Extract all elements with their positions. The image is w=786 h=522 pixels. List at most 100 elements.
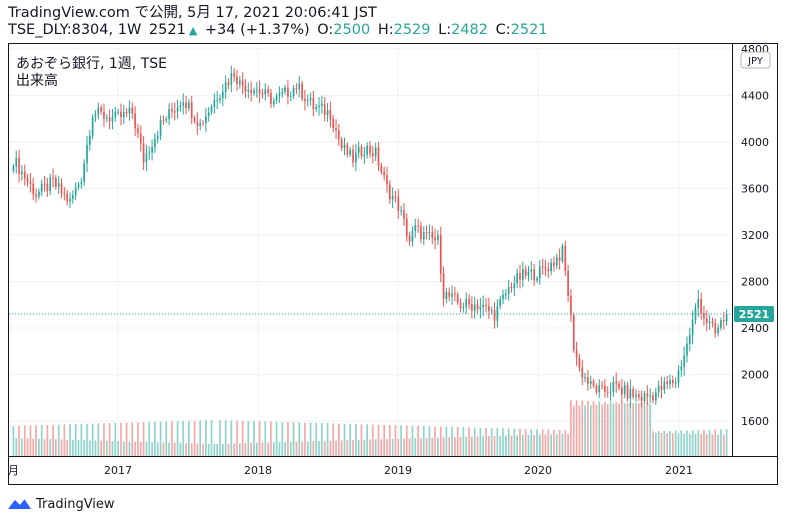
volume-bar [275,421,278,456]
volume-bar [615,402,618,456]
volume-bar [74,424,77,456]
volume-bar [383,424,385,456]
volume-bar [346,440,349,456]
volume-bar [357,439,360,456]
candle-body [397,197,400,211]
candle-body [66,193,69,202]
candle-body [69,198,71,202]
volume-bar [185,443,187,456]
volume-bar [635,402,637,456]
volume-bar [205,420,207,456]
volume-bar [575,400,578,456]
volume-bar [671,433,674,456]
candle-body [521,269,524,280]
candle-body [60,183,63,194]
open-value: 2500 [333,22,371,38]
volume-bar [530,429,533,456]
candle-body [270,92,272,105]
candle-body [230,73,233,85]
volume-bar [476,436,479,456]
volume-bar [196,443,199,456]
candle-body [431,232,434,238]
candle-body [94,114,97,118]
candle-body [400,210,402,212]
volume-bar [507,428,510,456]
candle-body [584,377,586,379]
candle-body [703,313,705,319]
candle-body [369,145,371,154]
volume-bar [57,424,60,456]
candle-body [697,299,700,308]
volume-bar [261,442,264,456]
candle-body [193,117,196,122]
volume-bar [442,437,445,456]
open-label: O: [317,22,334,38]
candle-body [168,109,170,120]
volume-bar [284,441,286,456]
volume-bar [332,423,335,456]
candle-body [125,111,128,114]
publish-line: TradingView.com で公開, 5月 17, 2021 20:06:4… [8,5,377,21]
last-price-tag: 2521 [734,305,774,322]
volume-bar [312,441,315,456]
volume-bar [434,426,436,456]
volume-bar [12,425,15,456]
volume-bar [400,425,402,456]
volume-bar [142,422,145,456]
volume-bar [504,435,507,456]
volume-bar [137,422,139,456]
candle-body [315,106,318,110]
volume-bar [66,439,69,456]
candle-body [145,153,148,163]
candle-body [536,278,538,281]
y-tick-label: 3600 [741,182,769,195]
candle-body [154,138,156,148]
volume-bar [445,426,448,456]
candle-body [635,394,637,397]
candle-body [185,102,187,108]
volume-bar [145,441,148,456]
footer-brand: TradingView [36,496,115,512]
candle-body [649,395,652,397]
candle-body [182,102,185,106]
candle-body [513,283,516,289]
volume-bar [646,402,649,456]
volume-bar [479,427,482,456]
candle-body [488,305,490,311]
candle-body [122,111,125,118]
candle-body [420,226,422,240]
candle-body [261,93,264,95]
volume-bar [77,440,80,456]
candle-body [496,305,499,321]
candle-body [343,144,346,149]
volume-bar [572,405,575,456]
currency-badge[interactable]: JPY [740,51,771,69]
volume-bar [558,429,561,456]
candle-body [510,286,513,289]
candle-body [23,171,26,179]
volume-bar [683,433,685,456]
candle-body [638,394,640,398]
volume-bar [527,434,530,456]
volume-bar [550,434,552,456]
volume-bar [295,441,298,456]
candle-body [86,144,88,164]
volume-bar [292,422,295,456]
candle-body [332,119,335,129]
candle-body [405,218,408,237]
candle-body [278,93,281,96]
candle-body [524,269,527,276]
candle-body [213,100,216,107]
volume-bar [100,440,102,456]
volume-bar [63,424,66,456]
candle-body [199,123,202,126]
last-price: 2521 [148,22,186,38]
candle-body [408,236,411,242]
volume-bar [338,423,340,456]
candle-body [618,383,620,388]
volume-bar [553,429,555,456]
volume-bar [131,422,134,456]
candle-body [468,299,470,305]
